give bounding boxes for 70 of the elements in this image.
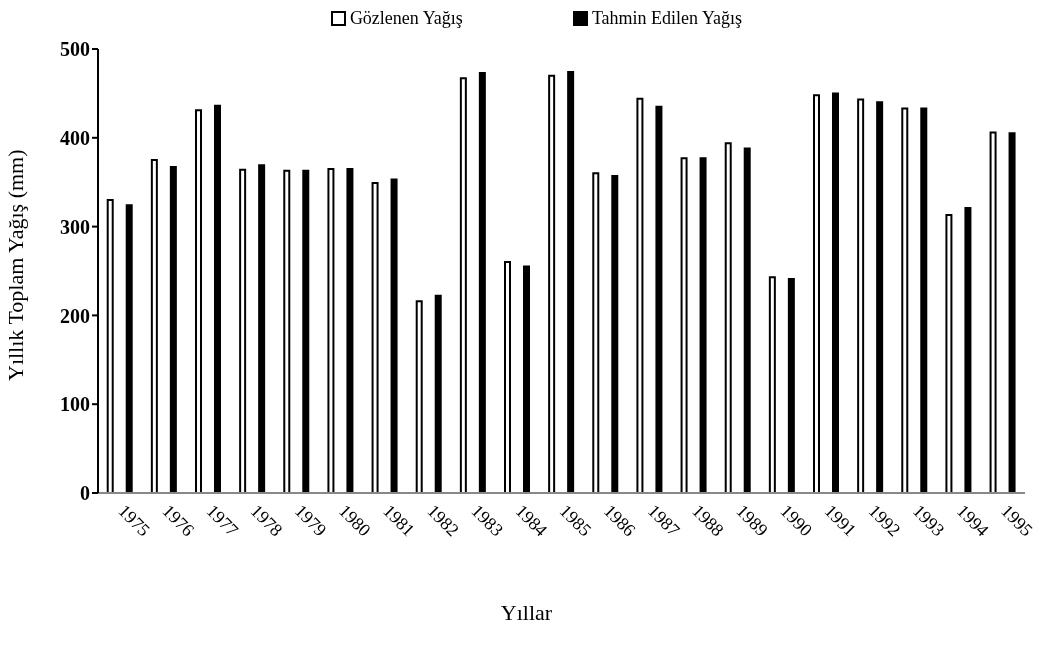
x-tick-label: 1995 — [997, 500, 1037, 541]
bar — [636, 97, 644, 493]
x-tick-label: 1975 — [114, 500, 154, 541]
x-tick-label: 1984 — [511, 500, 552, 541]
x-tick-label: 1978 — [246, 500, 287, 541]
bar — [371, 182, 379, 493]
y-tick-label: 0 — [80, 482, 90, 505]
bar — [415, 300, 423, 493]
x-tick-label: 1994 — [953, 500, 993, 541]
x-tick-label: 1976 — [158, 500, 199, 541]
bar — [150, 159, 158, 493]
bar — [106, 198, 114, 493]
x-tick-label: 1983 — [467, 500, 508, 541]
bar — [787, 277, 795, 493]
bar — [832, 92, 839, 493]
bar — [523, 265, 530, 493]
bar — [592, 172, 600, 493]
bar — [302, 169, 310, 493]
bar — [945, 214, 953, 493]
bar — [478, 71, 486, 493]
x-tick-label: 1990 — [776, 500, 817, 541]
bar — [195, 109, 202, 493]
bar — [327, 167, 335, 493]
x-tick-label: 1987 — [644, 500, 684, 541]
x-tick-label: 1979 — [290, 500, 331, 541]
x-tick-label: 1986 — [599, 500, 640, 541]
bar — [434, 294, 442, 493]
bar — [699, 157, 707, 493]
bar — [169, 166, 177, 493]
bar — [611, 174, 619, 493]
bar — [567, 71, 575, 493]
y-axis-title: Yıllık Toplam Yağış (mm) — [2, 149, 28, 381]
x-tick-label: 1988 — [688, 500, 728, 541]
x-tick-label: 1980 — [335, 500, 375, 541]
bar — [724, 142, 732, 493]
x-tick-label: 1985 — [555, 500, 596, 541]
bar — [459, 77, 467, 493]
y-tick-label: 300 — [60, 215, 90, 238]
bar — [214, 104, 221, 493]
bar — [346, 167, 354, 493]
y-tick-label: 500 — [60, 38, 90, 61]
bar — [876, 101, 884, 493]
x-tick-label: 1993 — [908, 500, 949, 541]
y-tick-label: 400 — [60, 126, 90, 149]
legend-label: Gözlenen Yağış — [348, 8, 463, 29]
bar — [283, 169, 291, 493]
bar — [125, 204, 133, 493]
bar — [964, 206, 972, 493]
bar — [920, 107, 928, 493]
bar — [504, 261, 511, 493]
y-tick-label: 200 — [60, 304, 90, 327]
bar — [239, 168, 247, 493]
bar — [901, 107, 909, 493]
bar — [857, 98, 865, 493]
x-tick-label: 1991 — [820, 500, 861, 541]
y-tick-label: 100 — [60, 393, 90, 416]
x-tick-label: 1989 — [732, 500, 772, 541]
bar — [258, 164, 266, 493]
bar — [1008, 132, 1016, 493]
legend-label: Tahmin Edilen Yağış — [590, 8, 743, 29]
bar — [655, 105, 663, 493]
bar — [680, 157, 688, 493]
bar — [768, 276, 776, 493]
x-axis-title: Yıllar — [499, 600, 554, 626]
bar — [989, 131, 997, 493]
bar — [390, 178, 398, 493]
bar — [743, 147, 751, 493]
bar — [548, 74, 556, 493]
x-tick-label: 1977 — [202, 500, 243, 541]
bar — [813, 94, 820, 493]
